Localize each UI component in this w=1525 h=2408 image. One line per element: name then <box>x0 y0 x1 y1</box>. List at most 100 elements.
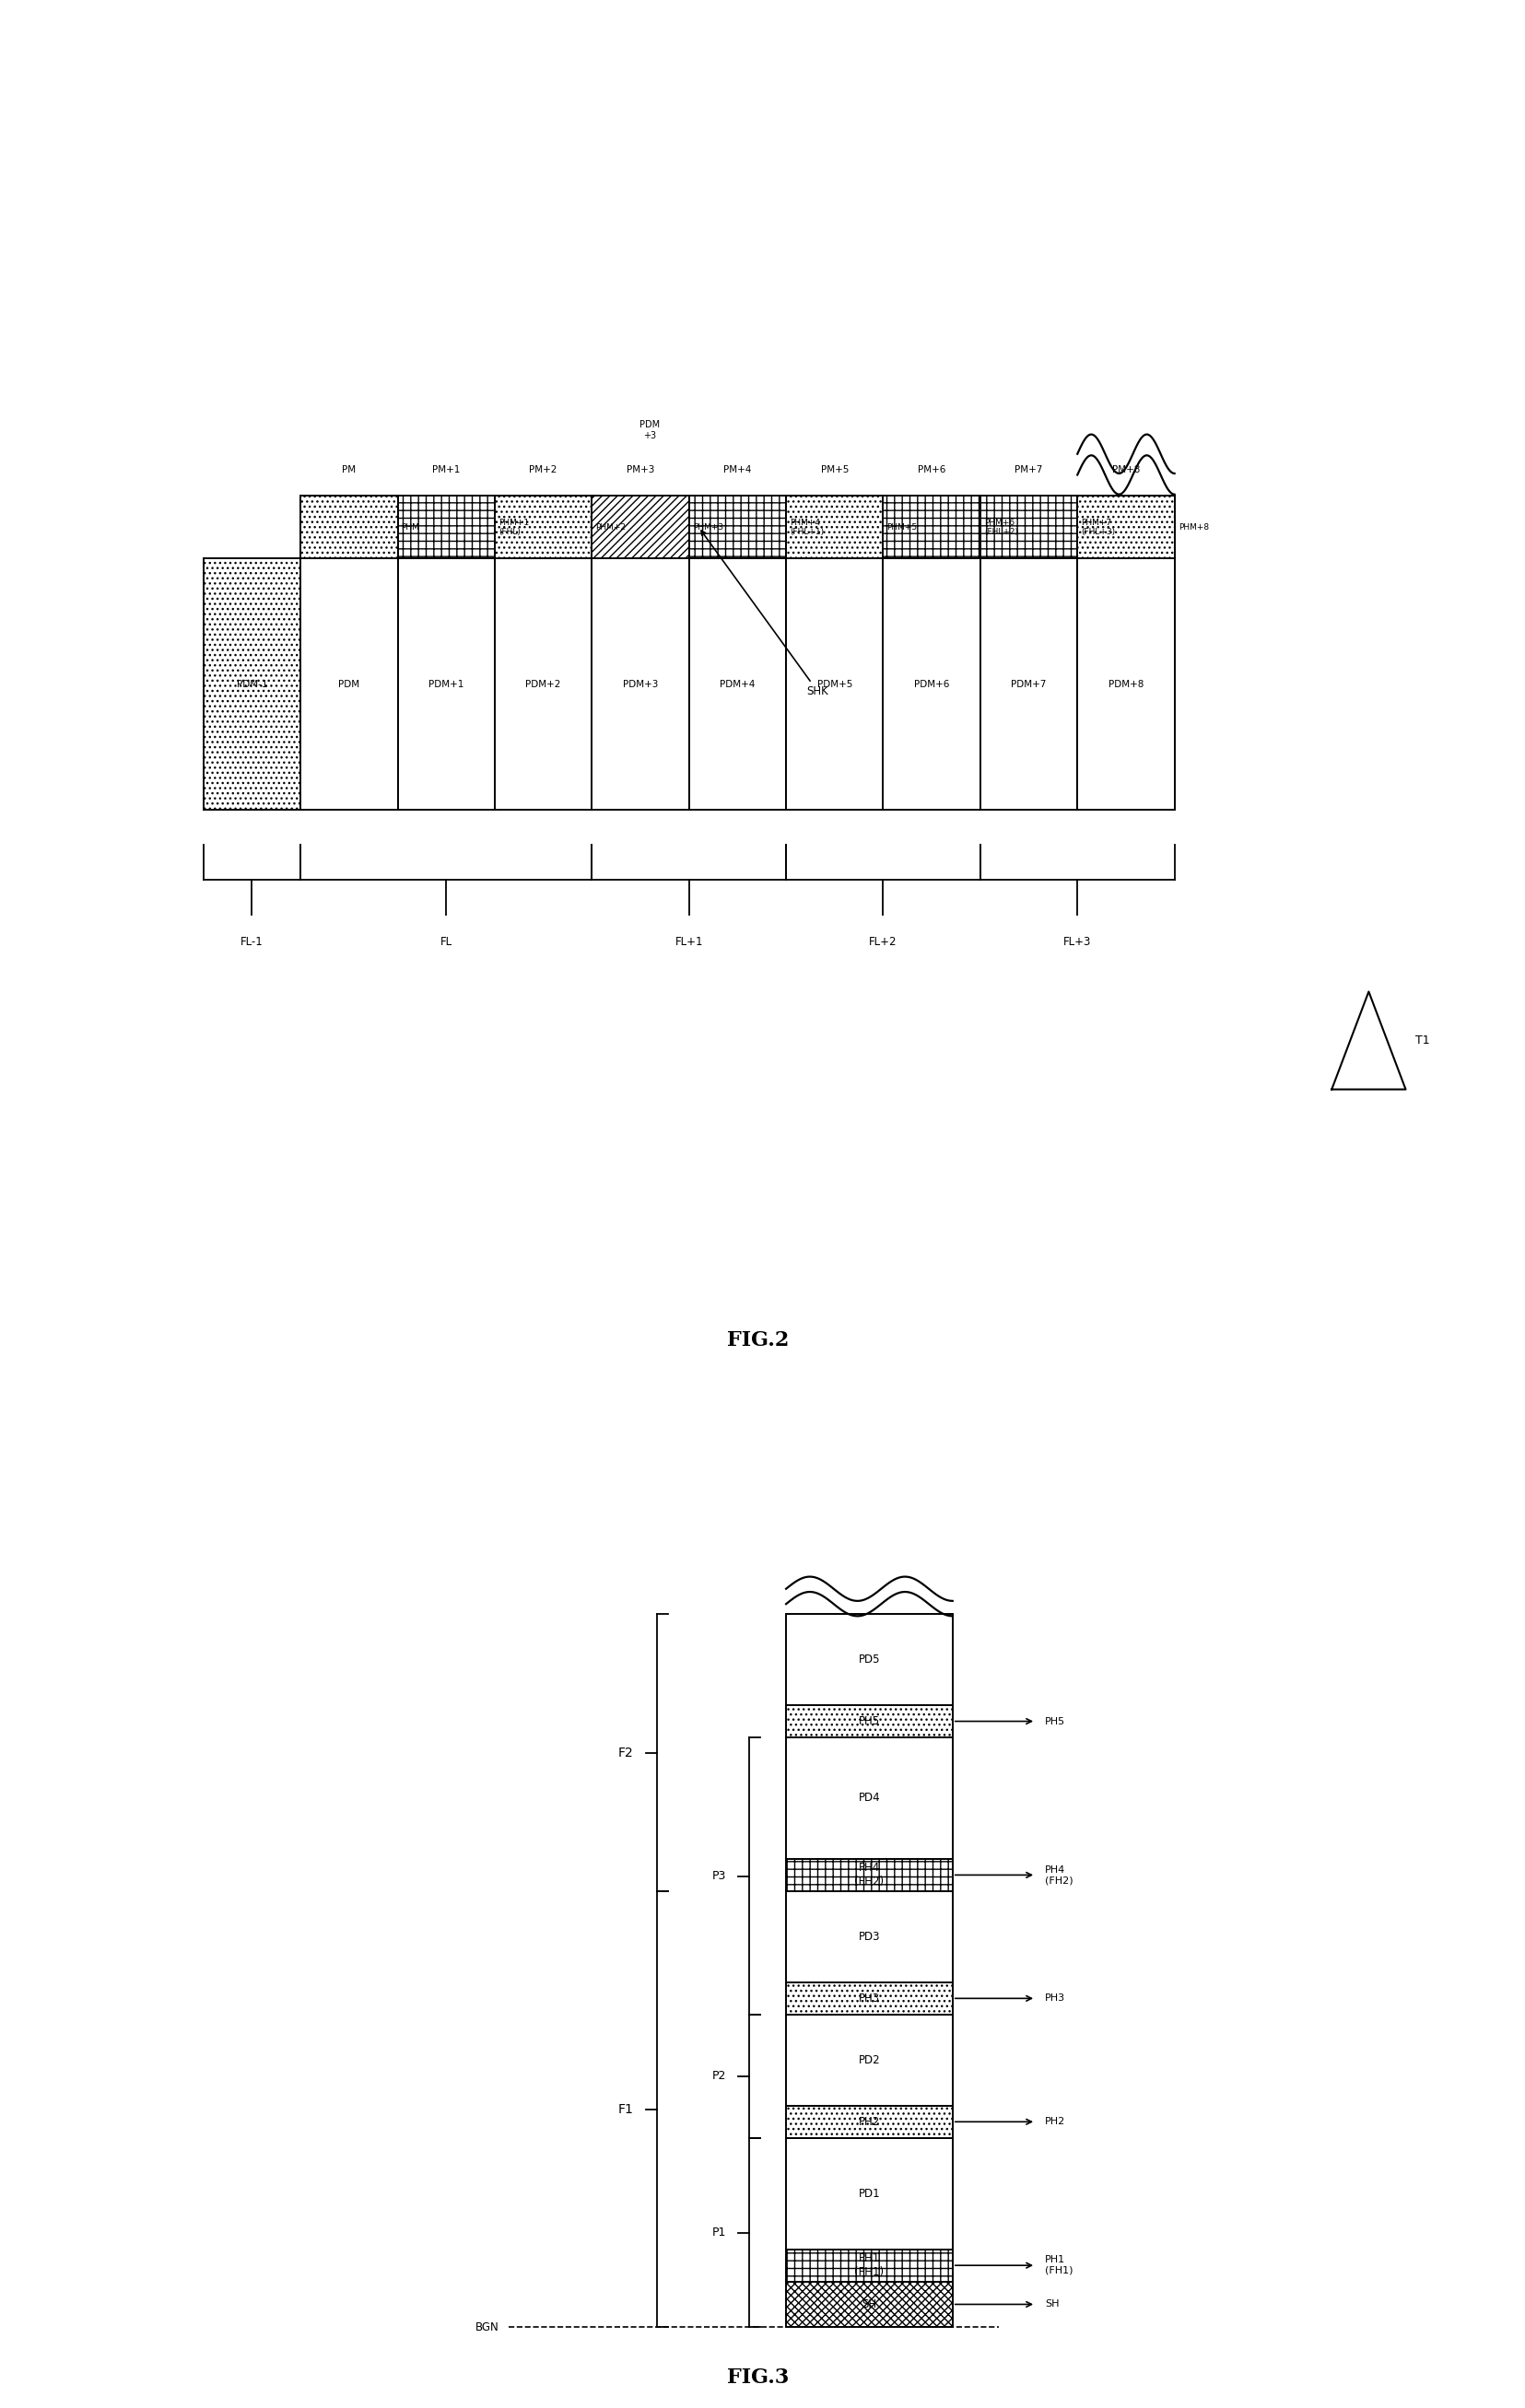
Bar <box>785 1705 952 1739</box>
Bar <box>785 1705 952 1739</box>
Text: PM+8: PM+8 <box>1112 465 1139 474</box>
Text: PM+6: PM+6 <box>917 465 945 474</box>
Text: SH: SH <box>1045 2300 1058 2309</box>
Text: PDM+3: PDM+3 <box>622 679 657 689</box>
Bar <box>785 2138 952 2249</box>
Bar <box>398 496 494 559</box>
Text: SH: SH <box>862 2297 877 2309</box>
Bar <box>494 559 592 809</box>
Text: PHM+5: PHM+5 <box>886 523 917 532</box>
Text: PDM+4: PDM+4 <box>720 679 755 689</box>
Bar <box>883 496 979 559</box>
Bar <box>494 496 592 559</box>
Bar <box>785 2283 952 2326</box>
Text: PHM+7
(FHL+3): PHM+7 (FHL+3) <box>1080 518 1115 537</box>
Text: PM+7: PM+7 <box>1014 465 1042 474</box>
Text: PM+5: PM+5 <box>820 465 848 474</box>
Text: PDM+2: PDM+2 <box>525 679 561 689</box>
Text: F2: F2 <box>618 1746 633 1760</box>
Bar <box>785 1739 952 1859</box>
Text: PDM+7: PDM+7 <box>1011 679 1046 689</box>
Text: P2: P2 <box>711 2071 726 2083</box>
Text: PH3: PH3 <box>859 1991 880 2003</box>
Bar <box>300 559 398 809</box>
Text: FL+2: FL+2 <box>869 937 897 949</box>
Text: PM+1: PM+1 <box>432 465 461 474</box>
Bar <box>979 496 1077 559</box>
Text: PDM+8: PDM+8 <box>1107 679 1142 689</box>
Bar <box>979 496 1077 559</box>
Text: PH4
(FH2): PH4 (FH2) <box>1045 1866 1072 1885</box>
Text: PH5: PH5 <box>1045 1717 1064 1727</box>
Text: PHM: PHM <box>401 523 419 532</box>
Text: PH5: PH5 <box>859 1714 880 1727</box>
Bar <box>785 2283 952 2326</box>
Text: F1: F1 <box>618 2102 633 2117</box>
Text: PHM+6
(FHL+2): PHM+6 (FHL+2) <box>984 518 1017 537</box>
Text: PM+3: PM+3 <box>627 465 654 474</box>
Bar <box>689 496 785 559</box>
Bar <box>398 559 494 809</box>
Text: PDM+1: PDM+1 <box>429 679 464 689</box>
Text: FL+3: FL+3 <box>1063 937 1090 949</box>
Text: PH1
(FH1): PH1 (FH1) <box>1045 2256 1072 2276</box>
Text: BGN: BGN <box>476 2321 499 2333</box>
Text: PDM
+3: PDM +3 <box>639 419 659 441</box>
Bar <box>1077 496 1174 559</box>
Text: PH3: PH3 <box>1045 1994 1064 2003</box>
Text: PH2: PH2 <box>1045 2117 1064 2126</box>
Bar <box>785 2015 952 2105</box>
Text: PD3: PD3 <box>859 1931 880 1943</box>
Text: PHM+4
(FHL+1): PHM+4 (FHL+1) <box>790 518 824 537</box>
Text: FIG.3: FIG.3 <box>727 2367 788 2389</box>
Text: PM+4: PM+4 <box>723 465 752 474</box>
Text: FIG.2: FIG.2 <box>727 1332 788 1351</box>
Bar <box>785 2249 952 2283</box>
Text: PHM+3: PHM+3 <box>692 523 723 532</box>
Text: PD4: PD4 <box>859 1792 880 1804</box>
Bar <box>689 496 785 559</box>
Bar <box>203 559 300 809</box>
Bar <box>300 496 398 559</box>
Text: P1: P1 <box>711 2227 726 2239</box>
Text: PD1: PD1 <box>859 2186 880 2199</box>
Text: FL+1: FL+1 <box>674 937 703 949</box>
Bar <box>883 496 979 559</box>
Text: FL-1: FL-1 <box>241 937 264 949</box>
Text: PHM+8: PHM+8 <box>1177 523 1208 532</box>
Bar <box>592 496 689 559</box>
Bar <box>785 1613 952 1705</box>
Bar <box>398 496 494 559</box>
Text: PH1
(FH1): PH1 (FH1) <box>854 2251 883 2278</box>
Bar <box>592 496 689 559</box>
Text: PHM+1
(FHL): PHM+1 (FHL) <box>499 518 529 537</box>
Text: PH2: PH2 <box>859 2117 880 2129</box>
Bar <box>785 1982 952 2015</box>
Bar <box>785 1859 952 1890</box>
Bar <box>785 2249 952 2283</box>
Text: T1: T1 <box>1414 1035 1429 1047</box>
Bar <box>300 496 398 559</box>
Text: PDM: PDM <box>339 679 360 689</box>
Text: P3: P3 <box>711 1871 726 1883</box>
Bar <box>785 559 883 809</box>
Text: PD2: PD2 <box>859 2054 880 2066</box>
Bar <box>689 559 785 809</box>
Bar <box>592 559 689 809</box>
Text: PM: PM <box>342 465 355 474</box>
Bar <box>785 496 883 559</box>
Bar <box>785 2105 952 2138</box>
Text: PM+2: PM+2 <box>529 465 557 474</box>
Bar <box>1077 496 1174 559</box>
Bar <box>203 559 300 809</box>
Bar <box>785 1890 952 1982</box>
Text: PD5: PD5 <box>859 1654 880 1666</box>
Text: PDM+6: PDM+6 <box>913 679 949 689</box>
Text: SHK: SHK <box>702 530 828 698</box>
Text: PH4
(FH2): PH4 (FH2) <box>854 1861 883 1888</box>
Bar <box>883 559 979 809</box>
Bar <box>785 1982 952 2015</box>
Text: FL: FL <box>439 937 451 949</box>
Bar <box>979 559 1077 809</box>
Bar <box>785 2105 952 2138</box>
